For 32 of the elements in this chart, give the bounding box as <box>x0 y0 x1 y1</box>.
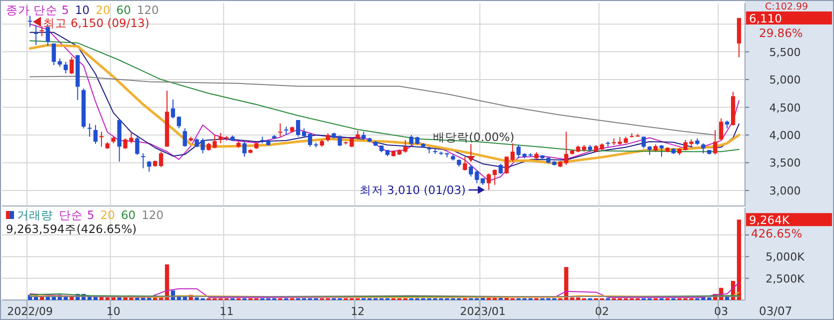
text: 03/07 <box>759 304 792 318</box>
x-tick-label: 11 <box>220 305 234 318</box>
annotation: 배당락(0.00%) <box>432 130 514 144</box>
bar <box>111 297 116 300</box>
bar <box>105 297 110 300</box>
bar <box>736 220 742 300</box>
x-tick-label: 12 <box>350 305 365 318</box>
text: 9,264K <box>749 213 790 228</box>
legend: 거래량 단순 5 20 60 120 <box>6 208 164 222</box>
y-tick-label: 5,000K <box>766 250 806 264</box>
text: C:102.99 <box>765 2 808 12</box>
legend: 종가 단순 5 10 20 60 120 <box>6 3 159 17</box>
y-tick-label: 4,000 <box>769 129 801 142</box>
y-tick-label: 5,500 <box>769 46 801 59</box>
text: 426.65% <box>751 226 802 241</box>
x-tick-label: 2023/01 <box>460 305 506 318</box>
annotation: 9,263,594주(426.65%) <box>6 222 137 236</box>
y-tick-label: 5,000 <box>769 74 801 87</box>
x-tick-label: 03 <box>714 305 728 318</box>
y-tick-label: 2,500K <box>766 272 806 286</box>
y-tick-label: 4,500 <box>769 101 801 114</box>
y-tick-label: 3,000 <box>769 184 801 198</box>
legend-label: 거래량 <box>17 208 53 222</box>
annotation: 최저 3,010 (01/03) <box>359 182 466 197</box>
text: 6,110 <box>749 11 782 26</box>
y-tick-label: 3,500 <box>769 156 801 170</box>
annotation: 최고 6,150 (09/13) <box>42 16 150 30</box>
x-tick-label: 02 <box>594 305 609 318</box>
text: 29.86% <box>759 26 803 40</box>
x-tick-label: 10 <box>106 305 120 318</box>
legend-title: 단순 <box>59 208 83 222</box>
x-tick-label: 2022/09 <box>7 305 53 318</box>
